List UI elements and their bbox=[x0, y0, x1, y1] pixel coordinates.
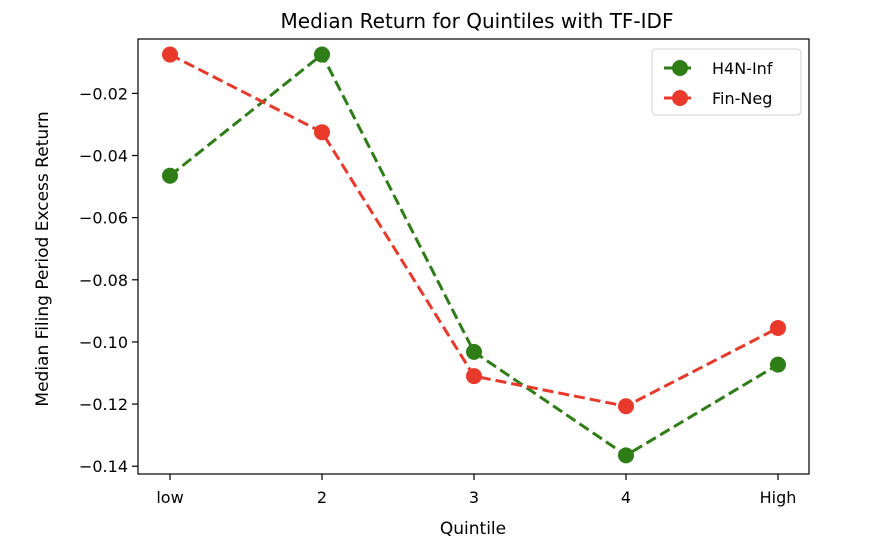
data-point bbox=[618, 447, 634, 464]
legend-marker bbox=[672, 90, 688, 106]
data-point bbox=[618, 398, 634, 415]
series-fin-neg bbox=[162, 46, 786, 415]
y-axis-label: Median Filing Period Excess Return bbox=[33, 111, 53, 406]
data-point bbox=[466, 368, 482, 385]
x-axis-label: Quintile bbox=[440, 519, 506, 539]
y-tick-label: −0.12 bbox=[79, 395, 128, 414]
y-tick-label: −0.14 bbox=[79, 457, 128, 476]
legend-label: H4N-Inf bbox=[712, 59, 773, 78]
data-point bbox=[314, 46, 330, 63]
x-tick-label: low bbox=[156, 488, 183, 507]
y-tick-label: −0.10 bbox=[79, 333, 128, 352]
data-point bbox=[162, 46, 178, 63]
x-tick-label: 4 bbox=[621, 488, 631, 507]
y-tick-label: −0.06 bbox=[79, 209, 128, 228]
legend: H4N-Inf Fin-Neg bbox=[651, 48, 802, 116]
data-point bbox=[770, 319, 786, 336]
legend-marker bbox=[672, 60, 688, 76]
x-tick-label: 2 bbox=[317, 488, 327, 507]
legend-item: H4N-Inf bbox=[664, 59, 773, 78]
y-tick-label: −0.08 bbox=[79, 271, 128, 290]
series-h4n-inf bbox=[162, 46, 786, 464]
y-tick-label: −0.02 bbox=[79, 84, 128, 103]
data-point bbox=[466, 343, 482, 360]
y-tick-label: −0.04 bbox=[79, 147, 128, 166]
x-tick-label: High bbox=[760, 488, 797, 507]
data-point bbox=[770, 356, 786, 373]
data-point bbox=[314, 124, 330, 141]
data-point bbox=[162, 167, 178, 184]
plot-area: −0.14 −0.12 −0.10 −0.08 −0.06 −0.04 −0.02 low 2 3… bbox=[79, 38, 810, 507]
chart-title: Median Return for Quintiles with TF-IDF bbox=[281, 9, 674, 33]
legend-item: Fin-Neg bbox=[664, 89, 772, 108]
legend-label: Fin-Neg bbox=[712, 89, 772, 108]
x-tick-label: 3 bbox=[469, 488, 479, 507]
